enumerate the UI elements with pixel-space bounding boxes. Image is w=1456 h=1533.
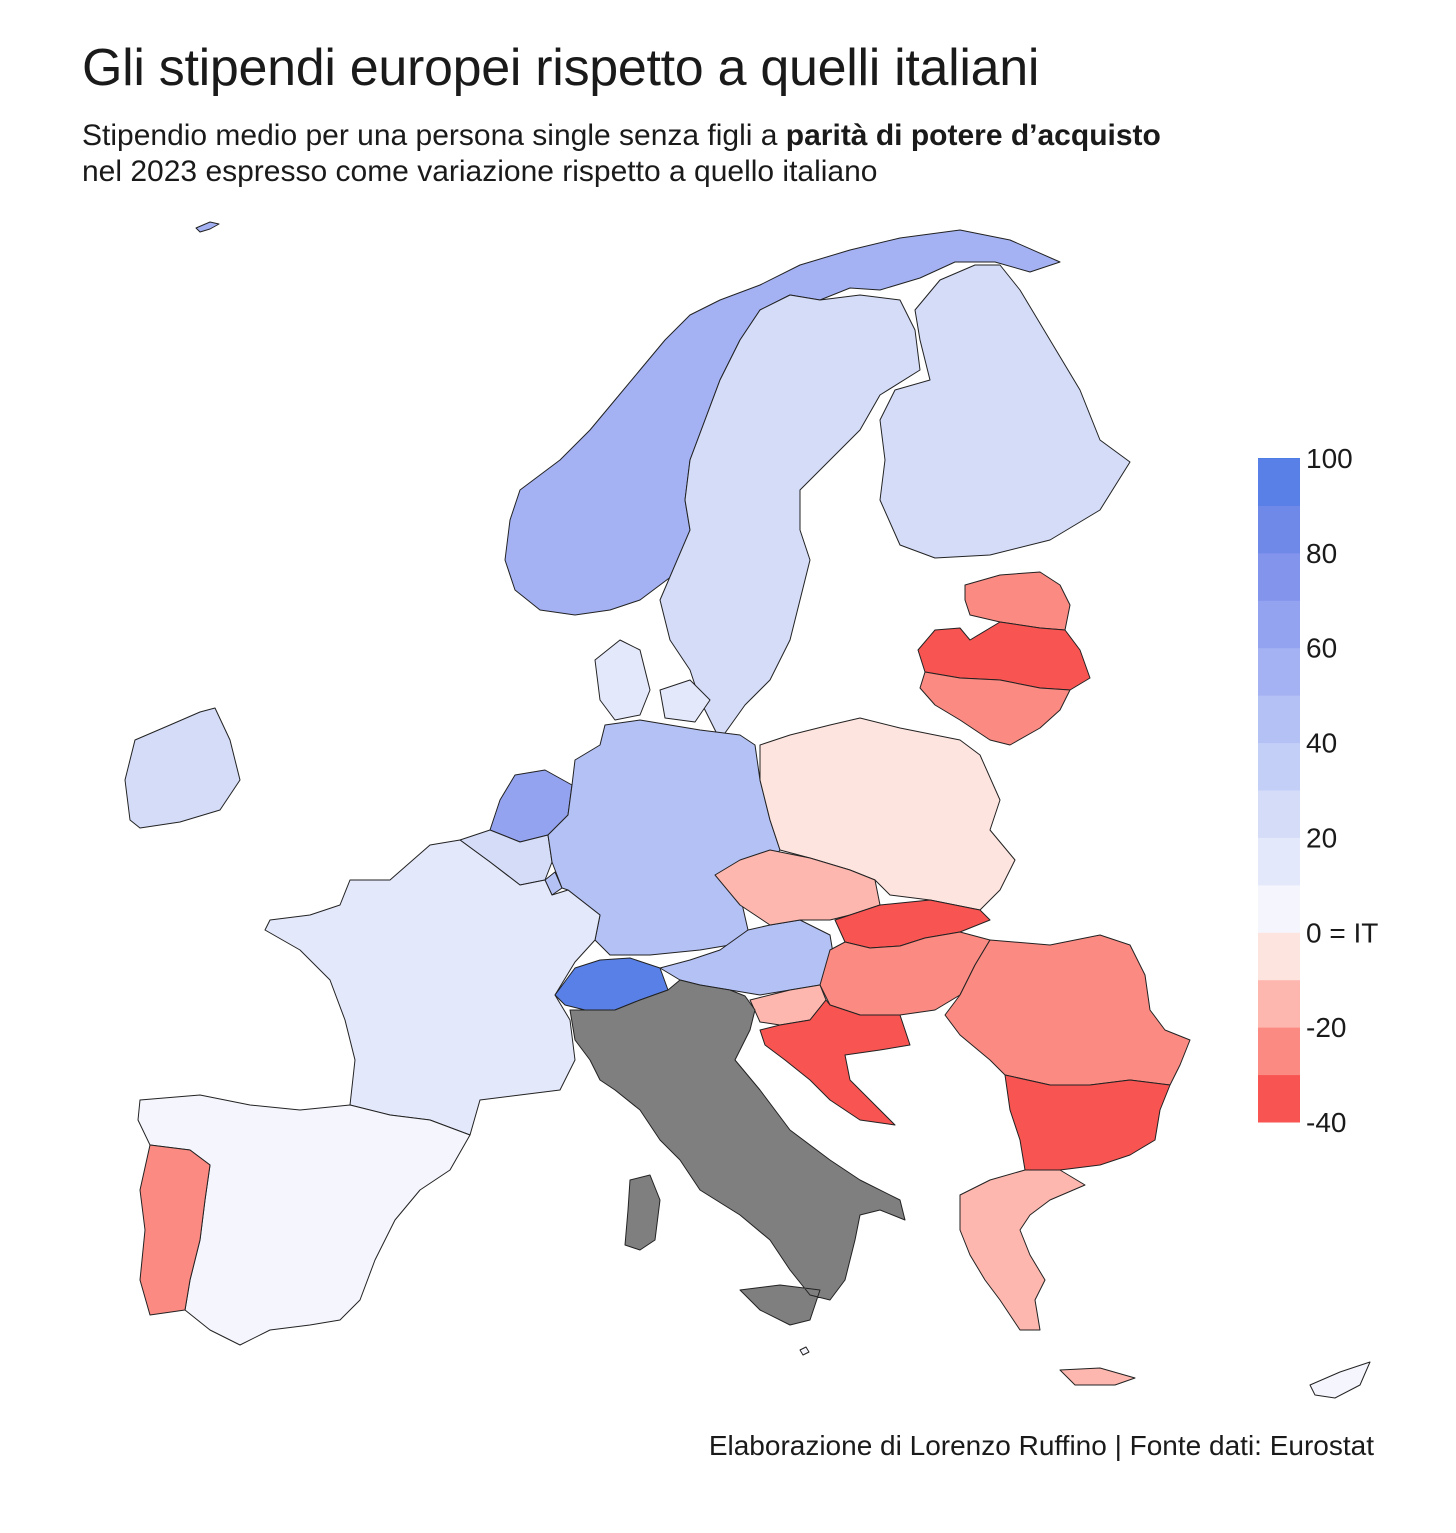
country-cipro bbox=[1309, 1361, 1371, 1399]
legend-swatch bbox=[1258, 695, 1300, 744]
source-note: Elaborazione di Lorenzo Ruffino | Fonte … bbox=[708, 1430, 1374, 1461]
country-italia-reference bbox=[569, 979, 906, 1326]
country-francia bbox=[264, 839, 601, 1136]
legend-swatch bbox=[1258, 1027, 1300, 1076]
legend-swatch bbox=[1258, 837, 1300, 886]
map-title: Gli stipendi europei rispetto a quelli i… bbox=[82, 39, 1040, 97]
legend-swatch bbox=[1258, 458, 1300, 506]
country-germania bbox=[547, 719, 781, 956]
legend-swatch bbox=[1258, 647, 1300, 696]
legend-tick-label: 60 bbox=[1306, 633, 1337, 664]
color-legend: 100 80 60 40 20 0 = IT -20 -40 bbox=[1258, 443, 1378, 1138]
country-estonia bbox=[964, 571, 1071, 631]
legend-swatch bbox=[1258, 790, 1300, 838]
country-grecia bbox=[959, 1169, 1136, 1386]
countries-layer bbox=[124, 221, 1371, 1399]
legend-swatch bbox=[1258, 979, 1300, 1028]
subtitle-line2-text: nel 2023 espresso come variazione rispet… bbox=[82, 155, 878, 188]
legend-tick-label: -20 bbox=[1306, 1012, 1346, 1043]
legend-swatch bbox=[1258, 600, 1300, 649]
country-croazia bbox=[759, 999, 911, 1126]
legend-tick-label: 100 bbox=[1306, 443, 1353, 474]
map-subtitle: Stipendio medio per una persona single s… bbox=[82, 118, 1161, 190]
country-bulgaria bbox=[1004, 1074, 1171, 1171]
country-irlanda bbox=[124, 707, 241, 829]
legend-swatch bbox=[1258, 458, 1300, 459]
country-islanda bbox=[195, 221, 220, 233]
legend-swatch bbox=[1258, 932, 1300, 981]
subtitle-line1-text: Stipendio medio per una persona single s… bbox=[82, 119, 786, 152]
country-danimarca bbox=[594, 639, 711, 723]
country-svezia bbox=[659, 294, 921, 741]
country-finlandia bbox=[879, 264, 1131, 559]
country-malta bbox=[799, 1346, 810, 1356]
country-romania bbox=[944, 934, 1191, 1086]
legend-swatch bbox=[1258, 742, 1300, 791]
legend-tick-label: -40 bbox=[1306, 1107, 1346, 1138]
country-portogallo bbox=[139, 1144, 211, 1316]
legend-tick-label: 0 = IT bbox=[1306, 917, 1378, 948]
legend-tick-label: 20 bbox=[1306, 822, 1337, 853]
legend-swatch bbox=[1258, 505, 1300, 554]
legend-swatch bbox=[1258, 884, 1300, 933]
legend-swatch bbox=[1258, 552, 1300, 601]
country-lituania bbox=[919, 671, 1071, 746]
subtitle-bold-text: parità di potere d’acquisto bbox=[785, 119, 1161, 152]
legend-tick-label: 40 bbox=[1306, 728, 1337, 759]
legend-swatch bbox=[1258, 1074, 1300, 1123]
legend-tick-label: 80 bbox=[1306, 538, 1337, 569]
